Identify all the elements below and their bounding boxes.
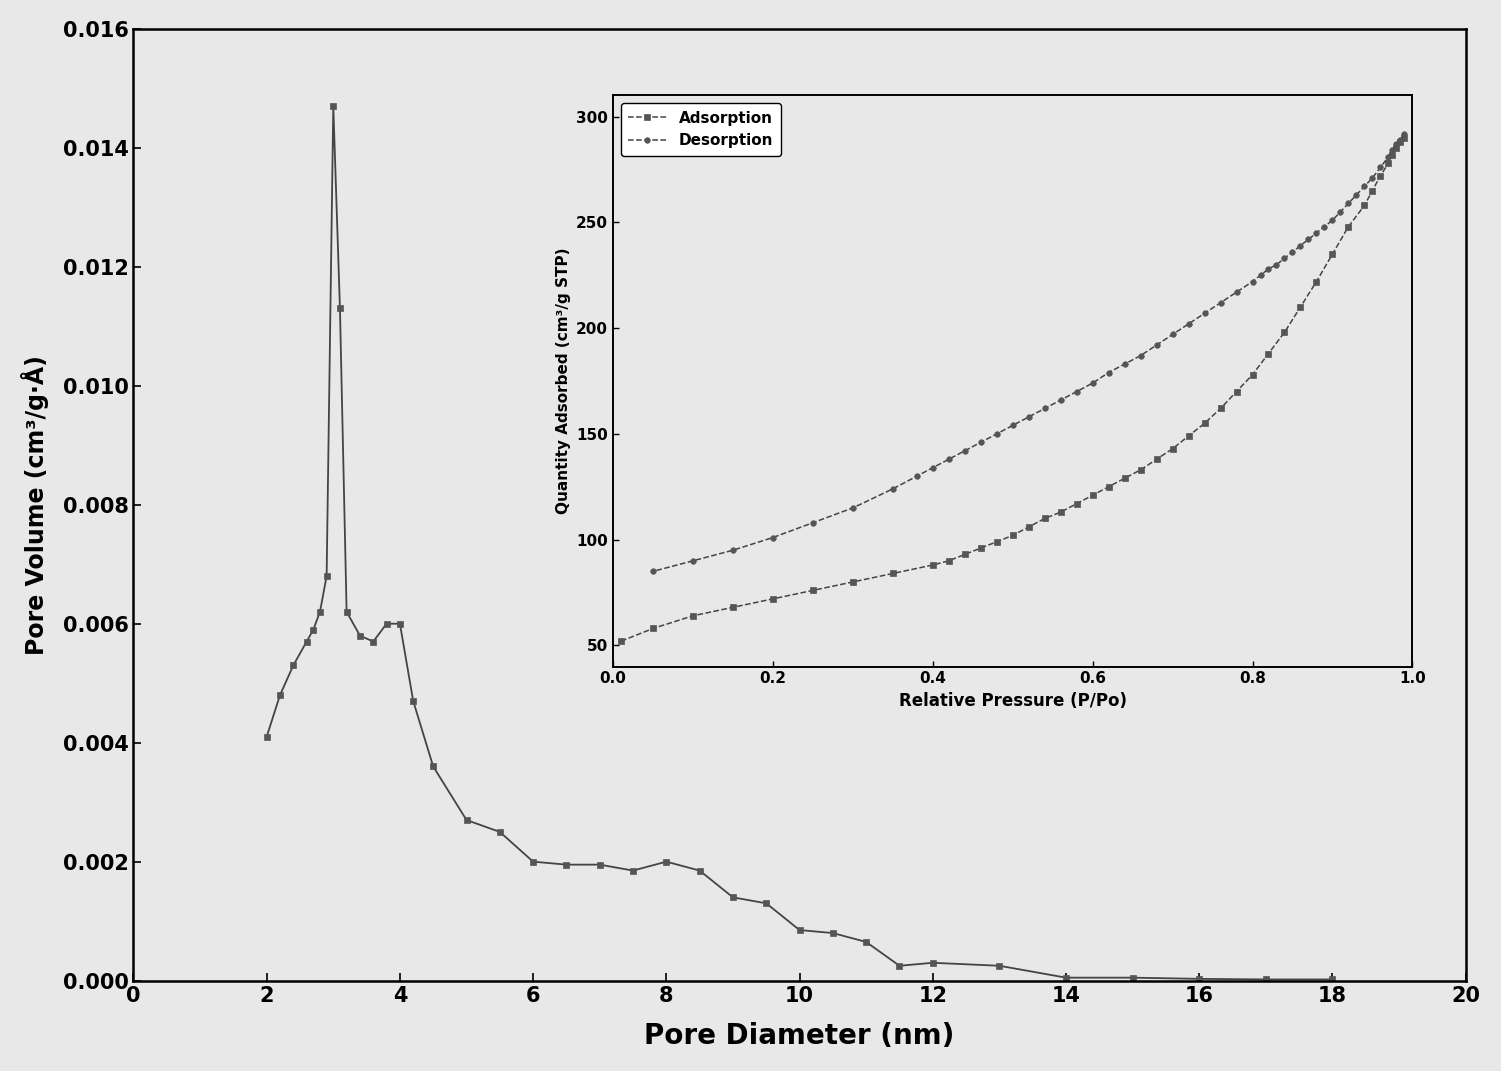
X-axis label: Pore Diameter (nm): Pore Diameter (nm) xyxy=(644,1022,955,1051)
Y-axis label: Pore Volume (cm³/g·Å): Pore Volume (cm³/g·Å) xyxy=(21,355,50,654)
